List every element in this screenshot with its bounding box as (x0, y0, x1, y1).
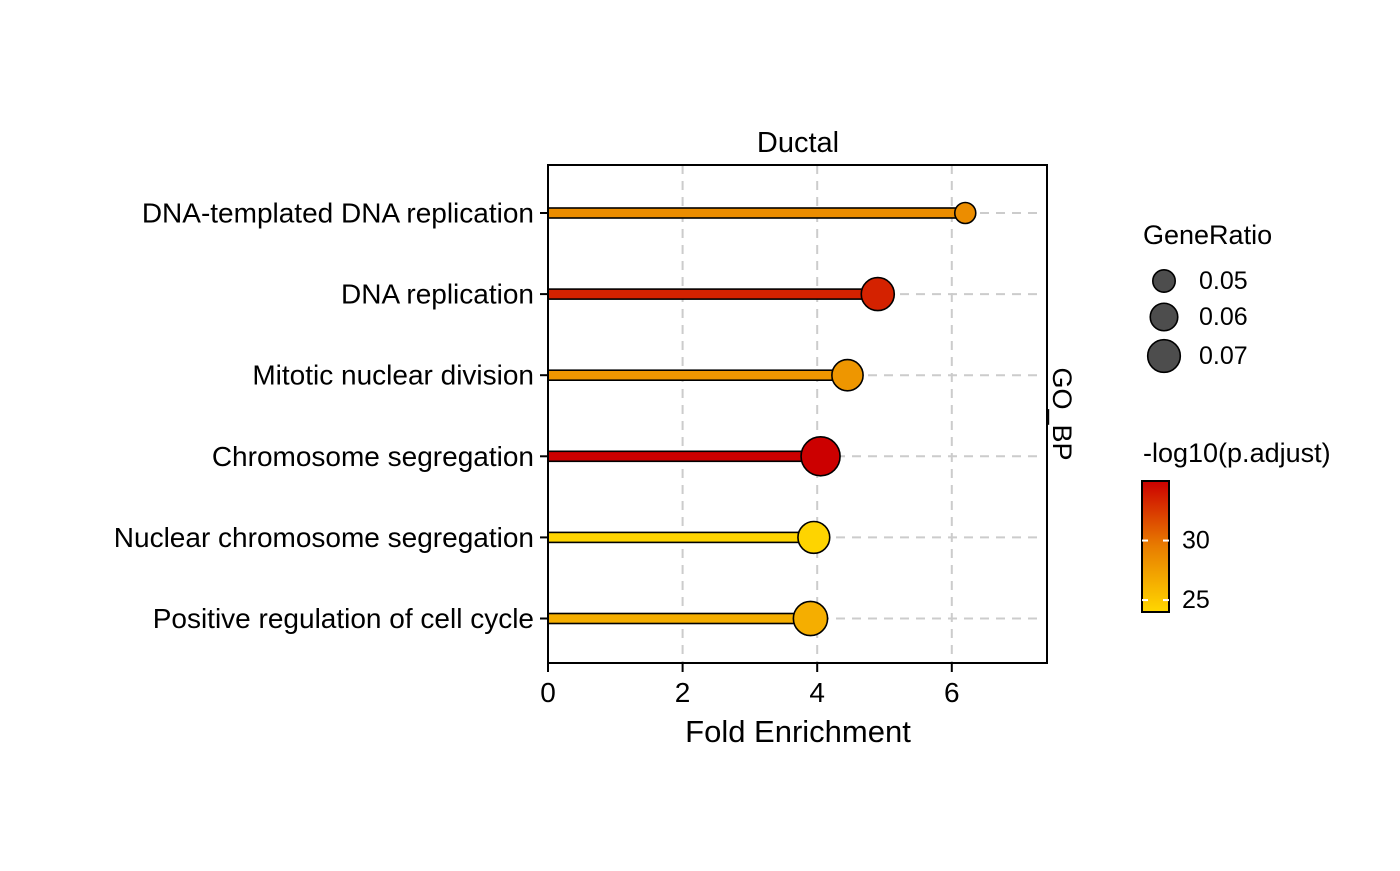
lollipop-point-1 (860, 276, 896, 312)
facet-title: Ductal (757, 127, 839, 159)
y-tick-label-0: DNA-templated DNA replication (142, 198, 534, 229)
y-tick-label-2: Mitotic nuclear division (252, 360, 534, 391)
lollipop-point-5 (792, 600, 829, 637)
lollipop-point-2 (831, 358, 864, 392)
x-tick-label-3: 6 (944, 677, 960, 708)
legend-colorbar-label-1: 25 (1182, 586, 1210, 614)
legend-generatio: GeneRatio 0.05 0.06 0.07 (1143, 220, 1272, 374)
legend-padjust: -log10(p.adjust) 30 25 (1141, 438, 1331, 614)
y-tick-label-1: DNA replication (341, 279, 534, 310)
x-axis: 0 2 4 6 (540, 663, 960, 708)
lollipop-stem-3 (547, 450, 822, 463)
legend-colorbar-label-0: 30 (1182, 527, 1210, 555)
legend-generatio-title: GeneRatio (1143, 220, 1272, 250)
legend-generatio-keys: 0.05 0.06 0.07 (1146, 267, 1248, 374)
grid-lines (548, 165, 1039, 663)
lollipop-stem-1 (547, 288, 879, 300)
x-tick-label-1: 2 (675, 677, 691, 708)
x-tick-label-0: 0 (540, 677, 556, 708)
lollipop-marks (547, 201, 977, 637)
x-tick-label-2: 4 (809, 677, 825, 708)
y-tick-label-3: Chromosome segregation (212, 441, 534, 472)
legend-size-label-2: 0.07 (1199, 342, 1248, 370)
x-axis-title: Fold Enrichment (685, 714, 911, 749)
legend-size-key-0 (1152, 268, 1177, 293)
lollipop-point-0 (953, 201, 977, 225)
legend-size-label-0: 0.05 (1199, 267, 1248, 295)
legend-size-label-1: 0.06 (1199, 303, 1248, 331)
legend-padjust-title: -log10(p.adjust) (1143, 438, 1331, 468)
lollipop-stem-2 (547, 369, 849, 382)
lollipop-point-3 (800, 435, 841, 477)
plot-panel-border (547, 164, 1048, 664)
legend-size-key-2 (1146, 338, 1182, 374)
lollipop-stem-0 (547, 207, 967, 219)
legend-padjust-ticks: 30 25 (1142, 527, 1210, 614)
y-tick-label-5: Positive regulation of cell cycle (153, 603, 534, 634)
y-tick-label-4: Nuclear chromosome segregation (114, 522, 534, 553)
legend-padjust-colorbar (1141, 480, 1170, 613)
lollipop-stem-4 (547, 531, 815, 544)
lollipop-point-4 (797, 520, 831, 555)
lollipop-stem-5 (547, 612, 812, 625)
legend-size-key-1 (1149, 302, 1179, 332)
y-axis: DNA-templated DNA replication DNA replica… (114, 198, 548, 634)
facet-strip-label: GO_BP (1047, 367, 1077, 460)
